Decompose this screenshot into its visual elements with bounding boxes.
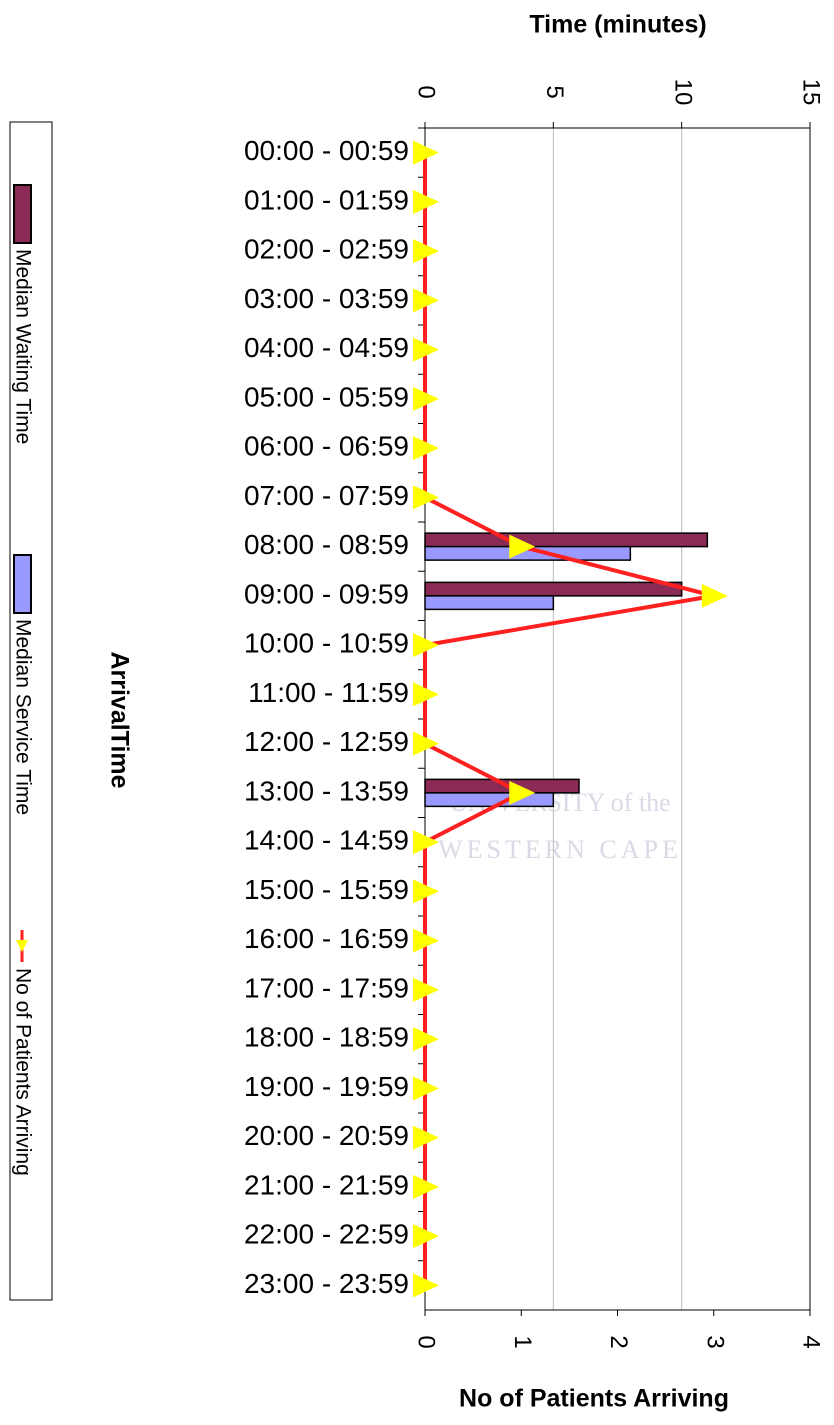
y-tick-label: 15:00 - 15:59 [244,874,409,905]
line-marker [413,879,439,904]
y-tick-label: 23:00 - 23:59 [244,1268,409,1299]
line-marker [509,534,536,559]
line-marker [413,928,439,953]
line-marker [413,1125,439,1150]
y-tick-label: 16:00 - 16:59 [244,923,409,954]
y-tick-label: 04:00 - 04:59 [244,332,409,363]
legend-label: No of Patients Arriving [11,968,34,1176]
y-tick-label: 13:00 - 13:59 [244,775,409,806]
y-tick-label: 03:00 - 03:59 [244,283,409,314]
legend-box [9,121,53,1301]
line-marker [413,731,439,756]
line-marker [413,1224,439,1249]
y-tick-label: 17:00 - 17:59 [244,972,409,1003]
x-tick-label: 0 [413,85,440,98]
x2-axis-title: No of Patients Arriving [459,1385,729,1413]
line-marker [413,436,439,461]
y-tick-label: 12:00 - 12:59 [244,726,409,757]
line-marker [413,337,439,362]
line-marker [413,189,439,214]
y-axis-title: ArrivalTime [105,651,133,788]
bar [424,581,683,597]
x2-tick-label: 1 [509,1335,536,1348]
x-tick-label: 10 [669,79,696,106]
line-marker [413,830,439,855]
line-marker [413,977,439,1002]
x-tick-label: 15 [798,79,825,106]
plot-frame [424,127,811,1311]
x2-tick-label: 0 [413,1335,440,1348]
line-marker [509,780,536,805]
y-tick-label: 09:00 - 09:59 [244,578,409,609]
line-marker [413,288,439,313]
y-tick-label: 18:00 - 18:59 [244,1022,409,1053]
y-tick-label: 07:00 - 07:59 [244,480,409,511]
y-tick-label: 10:00 - 10:59 [244,628,409,659]
x2-tick-label: 4 [798,1335,825,1348]
y-tick-label: 08:00 - 08:59 [244,529,409,560]
y-tick-label: 14:00 - 14:59 [244,825,409,856]
legend-swatch [13,554,32,614]
legend-swatch [16,940,28,952]
line-marker [413,386,439,411]
line [423,152,715,1286]
x2-tick-label: 2 [605,1335,632,1348]
y-tick-label: 00:00 - 00:59 [244,135,409,166]
bar [424,792,555,808]
y-tick-label: 21:00 - 21:59 [244,1169,409,1200]
bar [424,532,709,548]
bar [424,595,555,611]
y-tick-label: 01:00 - 01:59 [244,184,409,215]
line-marker [701,583,728,608]
watermark: WESTERN CAPE [438,835,682,864]
x-axis-title: Time (minutes) [529,11,706,39]
y-tick-label: 06:00 - 06:59 [244,431,409,462]
legend-label: Median Waiting Time [11,249,34,444]
line-marker [413,1174,439,1199]
x-tick-label: 5 [541,85,568,98]
line-marker [413,485,439,510]
line-marker [413,239,439,264]
y-tick-label: 11:00 - 11:59 [248,677,409,708]
line-marker [413,140,439,165]
line-marker [413,1273,439,1298]
y-tick-label: 19:00 - 19:59 [244,1071,409,1102]
y-tick-label: 20:00 - 20:59 [244,1120,409,1151]
y-tick-label: 05:00 - 05:59 [244,381,409,412]
legend-swatch [13,184,32,244]
line-marker [413,1076,439,1101]
x2-tick-label: 3 [701,1335,728,1348]
line-marker [413,633,439,658]
line-marker [413,682,439,707]
y-tick-label: 22:00 - 22:59 [244,1219,409,1250]
legend-label: Median Service Time [11,619,34,815]
line-marker [413,1027,439,1052]
y-tick-label: 02:00 - 02:59 [244,234,409,265]
